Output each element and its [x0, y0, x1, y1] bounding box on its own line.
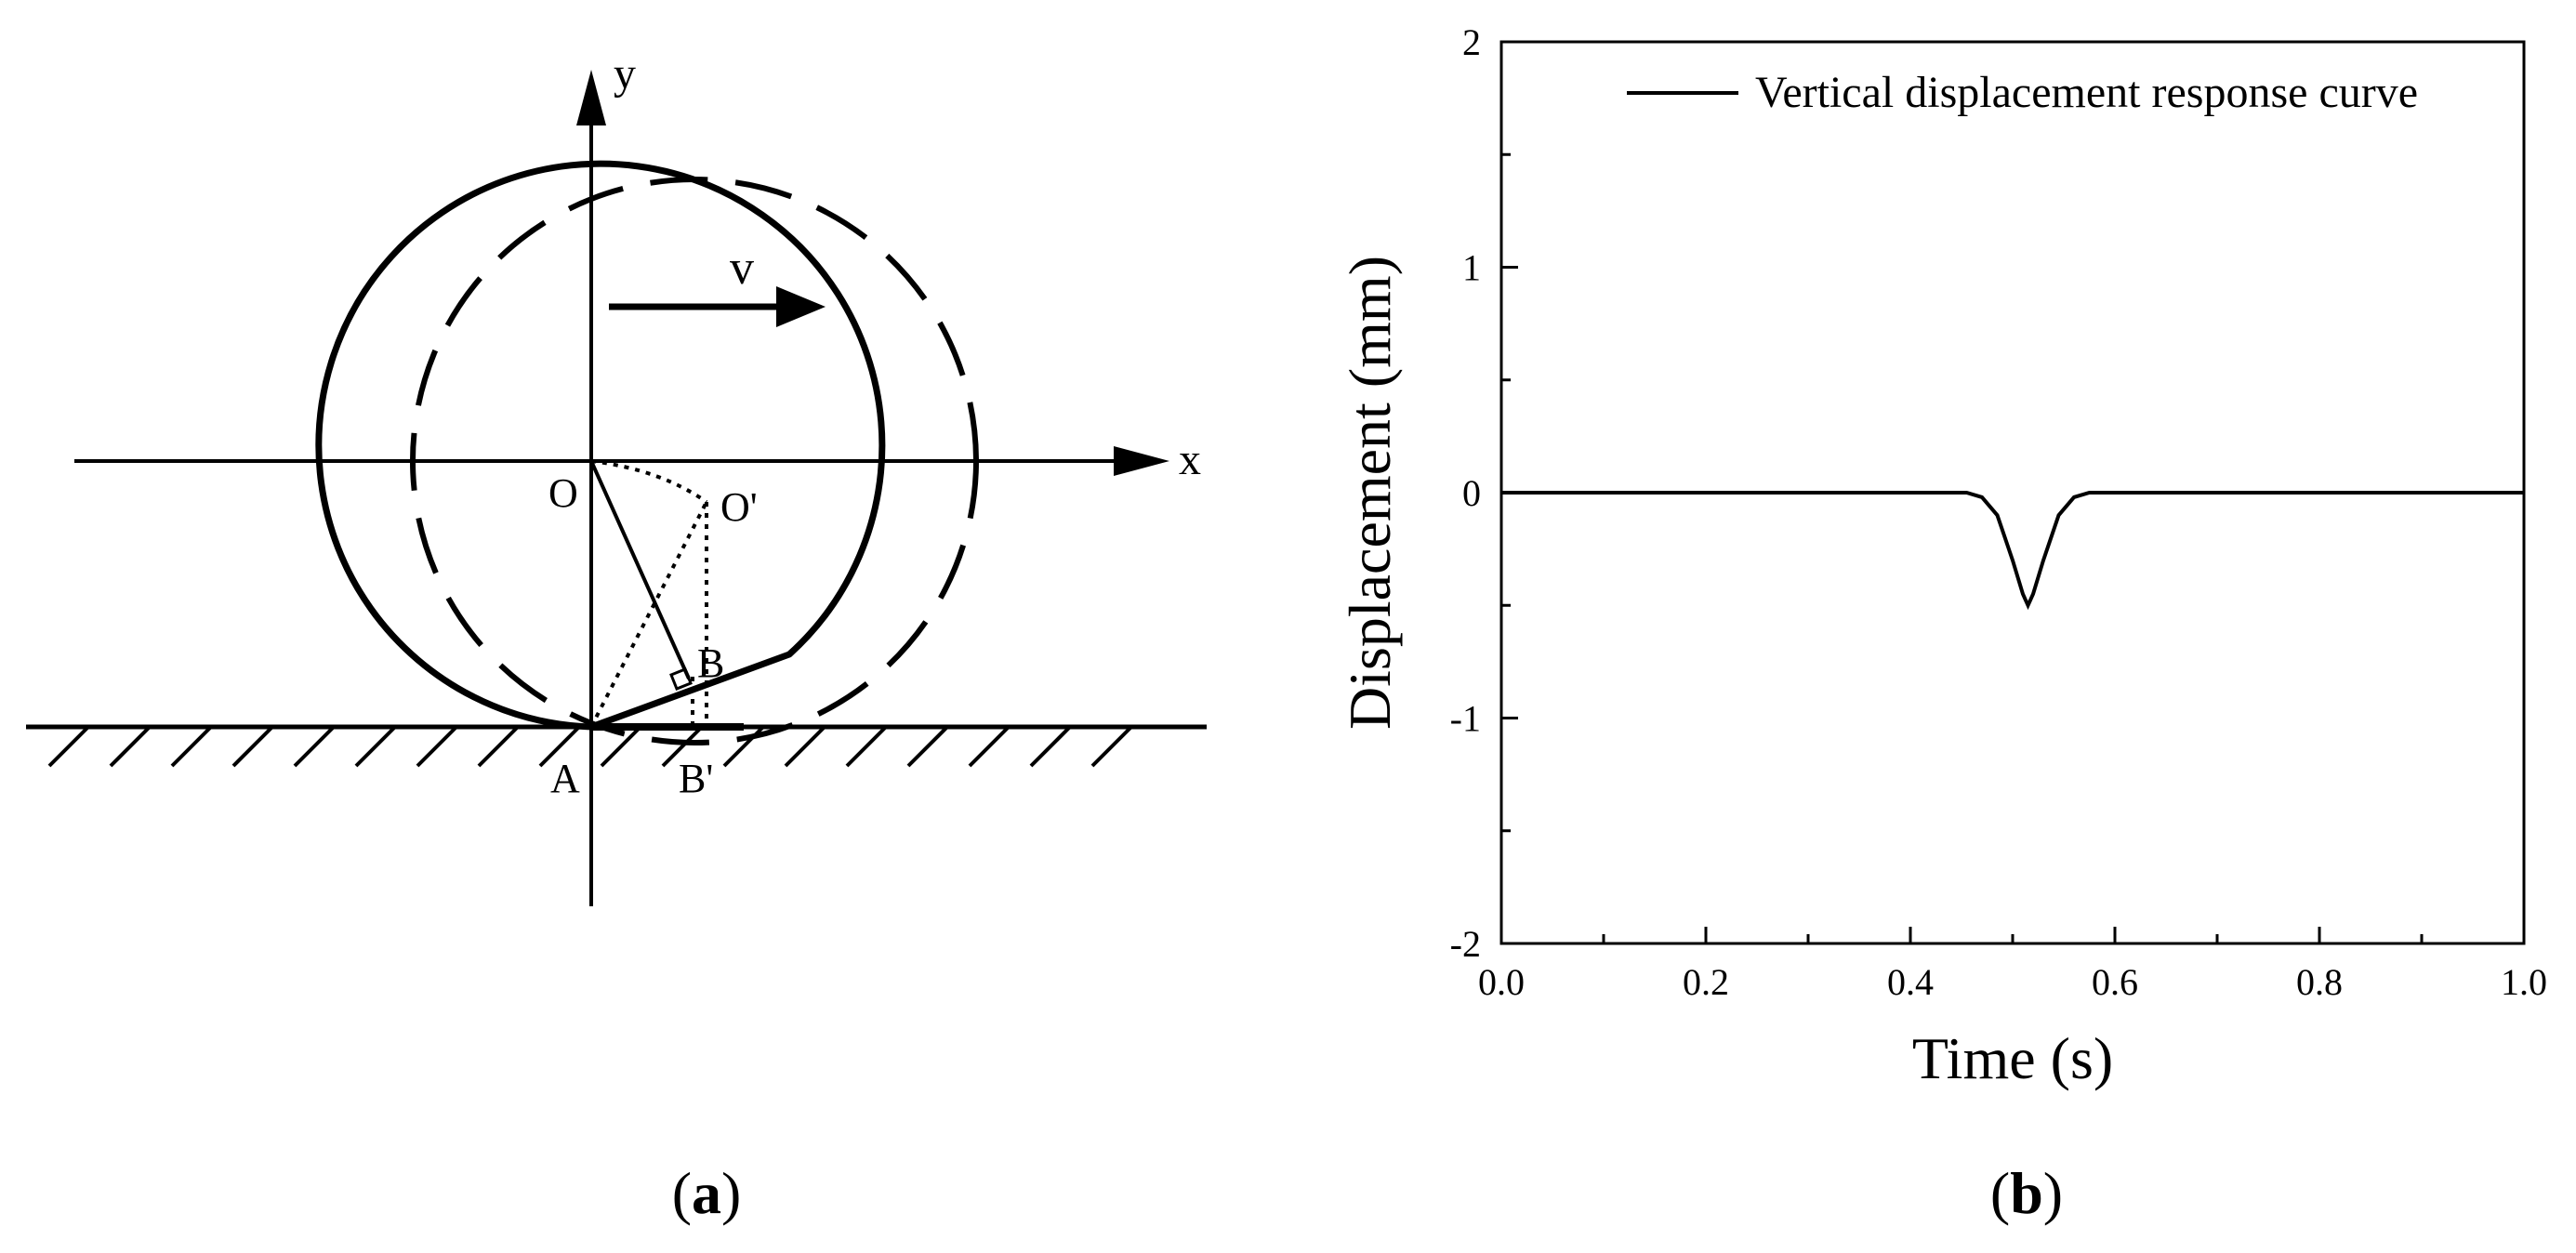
hatch-mark [354, 725, 397, 768]
hatch-mark [231, 725, 274, 768]
y-tick-label: 0 [1462, 472, 1481, 514]
x-tick-label: 0.0 [1478, 961, 1525, 1003]
hatch-mark [661, 725, 704, 768]
line-A-O-prime [589, 501, 708, 728]
hatch-mark [109, 725, 152, 768]
hatch-mark [538, 725, 581, 768]
right-angle-marker [669, 667, 693, 691]
panel-b-label: (b) [1990, 1160, 2063, 1226]
point-B-prime-label: B' [679, 756, 713, 801]
x-tick-label: 0.8 [2296, 961, 2343, 1003]
y-ticks: 2 1 0 -1 -2 [1450, 21, 1518, 965]
line-O-B [589, 460, 691, 679]
hatch-mark [968, 725, 1011, 768]
y-axis-label: y [614, 49, 636, 99]
legend-entry-label: Vertical displacement response curve [1755, 68, 2418, 117]
series-line-vertical-displacement [1501, 491, 2524, 611]
y-tick-label: -2 [1450, 923, 1481, 965]
hatch-mark [600, 725, 642, 768]
point-A-label: A [550, 756, 580, 801]
y-axis-title: Displacement (mm) [1337, 256, 1403, 730]
y-axis-arrow [576, 70, 606, 125]
x-axis-label: x [1179, 435, 1201, 484]
x-tick-label: 1.0 [2501, 961, 2547, 1003]
arc-O-O-prime [590, 459, 708, 504]
x-tick-label: 0.6 [2092, 961, 2138, 1003]
y-tick-label: 2 [1462, 21, 1481, 63]
x-tick-label: 0.4 [1887, 961, 1934, 1003]
hatch-mark [906, 725, 949, 768]
flattened-wheel-outline [315, 160, 886, 731]
y-tick-label: 1 [1462, 247, 1481, 289]
hatch-mark [416, 725, 458, 768]
x-axis-arrow [1114, 446, 1169, 476]
panel-a-label: (a) [672, 1160, 742, 1226]
hatch-mark [477, 725, 520, 768]
point-O-prime-label: O' [720, 484, 758, 530]
ground-hatching [47, 725, 1133, 768]
x-tick-label: 0.2 [1683, 961, 1729, 1003]
x-axis-title: Time (s) [1912, 1025, 2113, 1091]
point-O-label: O [548, 470, 578, 516]
hatch-mark [784, 725, 826, 768]
hatch-mark [845, 725, 888, 768]
hatch-mark [293, 725, 336, 768]
hatch-mark [1029, 725, 1072, 768]
velocity-arrowhead [776, 286, 826, 327]
velocity-label: v [730, 242, 754, 295]
hatch-mark [1090, 725, 1133, 768]
x-ticks: 0.0 0.2 0.4 0.6 0.8 1.0 [1478, 927, 2547, 1003]
hatch-mark [170, 725, 213, 768]
point-B-label: B [697, 640, 724, 686]
displacement-chart: 0.0 0.2 0.4 0.6 0.8 1.0 2 1 0 -1 -2 Vertical disp… [1337, 21, 2547, 1091]
y-tick-label: -1 [1450, 698, 1481, 740]
wheel-diagram: y x v O O' A B B' [26, 49, 1207, 906]
hatch-mark [47, 725, 90, 768]
